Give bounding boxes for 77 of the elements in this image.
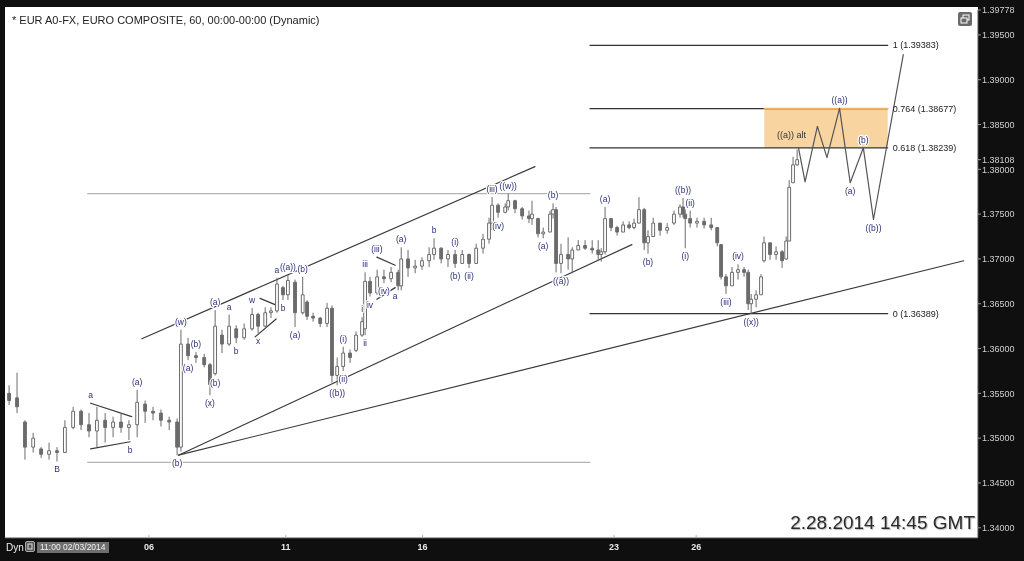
annotation: b xyxy=(127,444,133,455)
series-label: 0.764 (1.38677) xyxy=(892,103,957,114)
annotation: (a) xyxy=(209,297,221,308)
y-tick-label: 1.37000 xyxy=(982,254,1015,265)
annotation: b xyxy=(280,303,286,314)
annotation: a xyxy=(88,390,94,401)
annotation: (a) xyxy=(182,363,194,374)
annotation: (b) xyxy=(547,190,559,201)
annotation: ((b)) xyxy=(329,388,346,399)
x-tick-label: 23 xyxy=(609,542,620,553)
annotation: b xyxy=(233,346,239,357)
y-tick-label: 1.35500 xyxy=(982,388,1015,399)
annotation: (b) xyxy=(858,134,869,145)
series-label: 0.618 (1.38239) xyxy=(892,142,957,153)
annotation: (iii) xyxy=(371,244,383,255)
annotation: (i) xyxy=(339,333,348,344)
annotation: ((a)) xyxy=(552,276,570,287)
annotation: ii xyxy=(363,338,368,349)
annotation: ((b)) xyxy=(865,222,882,233)
annotation: (a) xyxy=(396,234,407,245)
annotation: (b) xyxy=(209,378,221,389)
y-tick-label: 1.38000 xyxy=(982,164,1015,175)
text: Dyn xyxy=(6,542,24,553)
annotation: (ii) xyxy=(464,270,474,281)
annotation: (iii) xyxy=(720,296,732,307)
annotation: ((w)) xyxy=(499,180,518,191)
y-tick-label: 1.36000 xyxy=(982,343,1015,354)
annotation: ((a)) xyxy=(279,262,297,273)
y-tick-label: 1.38500 xyxy=(982,119,1015,130)
annotation: (a) xyxy=(289,330,301,341)
annotation: (i) xyxy=(681,251,690,262)
x-tick-label: 06 xyxy=(143,542,154,553)
annotation: (iv) xyxy=(732,251,745,262)
annotation: (a) xyxy=(845,185,856,196)
series-label: 1 (1.39383) xyxy=(892,40,939,51)
y-tick-label: 1.39500 xyxy=(982,30,1015,41)
y-tick-label: 1.39000 xyxy=(982,74,1015,85)
annotation: iv xyxy=(366,299,374,310)
chart-title: * EUR A0-FX, EURO COMPOSITE, 60, 00:00-00:00 (Dynamic) xyxy=(12,14,320,26)
series-label: 0 (1.36389) xyxy=(892,308,939,319)
annotation: (a) xyxy=(538,241,549,252)
annotation: (b) xyxy=(642,256,654,267)
y-tick-label: 1.37500 xyxy=(982,209,1015,220)
y-tick-label: 1.34000 xyxy=(982,522,1015,533)
annotation: (b) xyxy=(449,270,461,281)
annotation: (x) xyxy=(204,398,216,409)
annotation: i xyxy=(361,304,364,315)
y-tick-label: 1.35000 xyxy=(982,433,1015,444)
annotation: (i) xyxy=(451,236,460,247)
annotation: a xyxy=(226,301,232,312)
annotation: ((x)) xyxy=(743,316,760,327)
annotation: (a) xyxy=(131,376,143,387)
annotation: (b) xyxy=(171,458,183,469)
annotation: (iv) xyxy=(492,220,505,231)
annotation: b xyxy=(431,225,437,236)
text: 11:00 02/03/2014 xyxy=(37,542,109,553)
annotation: (b) xyxy=(190,339,202,350)
annotation: a xyxy=(274,264,280,275)
annotation: (iii) xyxy=(486,184,498,195)
y-tick-label: 1.34500 xyxy=(982,478,1015,489)
x-tick-label: 16 xyxy=(417,542,428,553)
annotation: B xyxy=(54,464,61,475)
annotation: ((b)) xyxy=(675,185,692,196)
annotation: w xyxy=(248,295,257,306)
y-tick-label: 1.39778 xyxy=(982,5,1015,16)
annotation: (a) xyxy=(599,193,611,204)
annotation: ((a)) xyxy=(831,95,848,106)
annotation: iii xyxy=(362,259,369,270)
x-tick-label: 11 xyxy=(280,542,291,553)
annotation: 2.28.2014 14:45 GMT xyxy=(790,512,975,534)
annotation: x xyxy=(255,336,261,347)
annotation: (ii) xyxy=(685,197,696,208)
y-tick-label: 1.38108 xyxy=(982,154,1015,165)
x-tick-label: 26 xyxy=(691,542,702,553)
y-tick-label: 1.36500 xyxy=(982,298,1015,309)
annotation: ((a)) alt xyxy=(777,130,806,141)
annotation: a xyxy=(392,290,398,301)
